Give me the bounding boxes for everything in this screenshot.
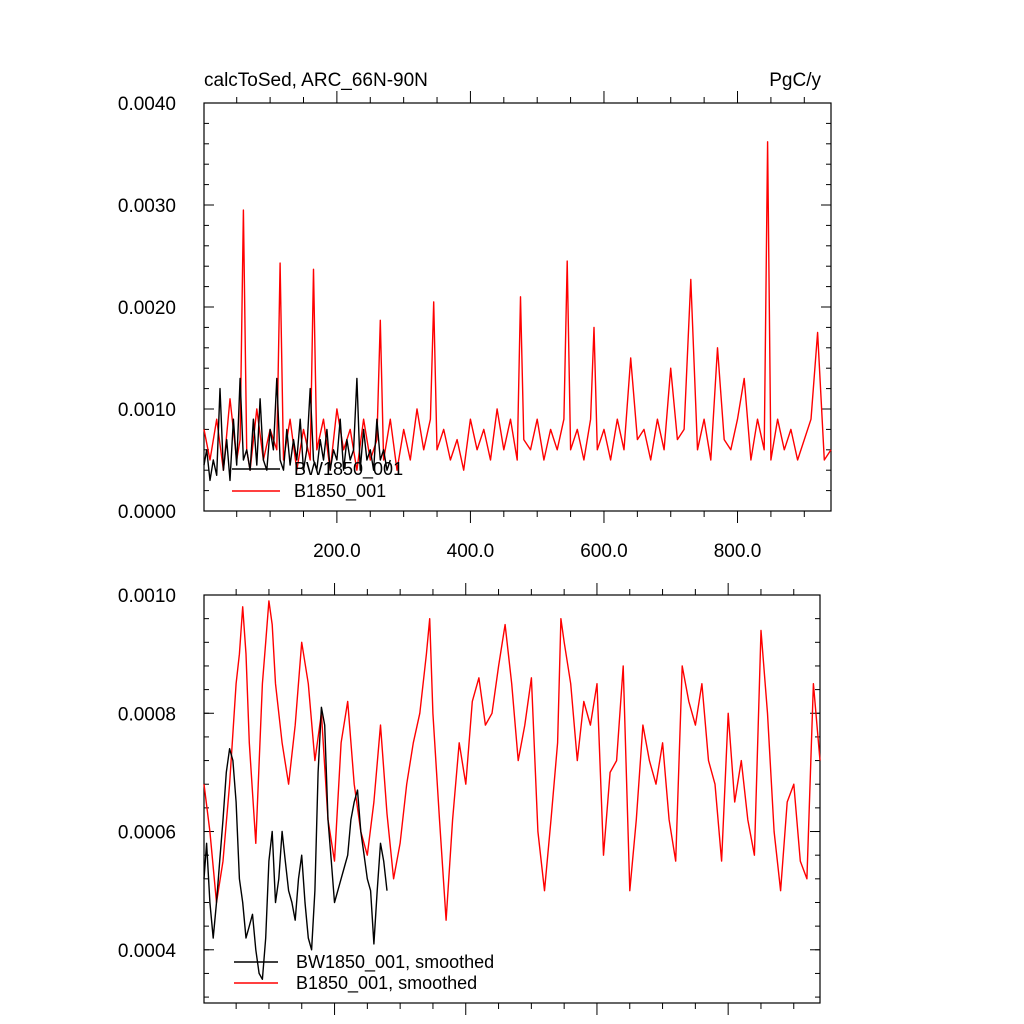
series-line-bw1850-001 [203, 377, 391, 482]
y-tick-label: 0.0010 [118, 586, 176, 607]
y-tick-label: 0.0008 [118, 704, 176, 725]
x-tick-label: 800.0 [714, 541, 762, 562]
legend-label-bw1850-smoothed: BW1850_001, smoothed [296, 952, 494, 973]
top-panel-title: calcToSed, ARC_66N-90N [204, 70, 428, 91]
top-legend: BW1850_001 B1850_001 [232, 459, 403, 502]
legend-label-b1850-smoothed: B1850_001, smoothed [296, 973, 477, 994]
bottom-panel: 0.0004 0.0006 0.0008 0.0010 BW1850_001, smo… [118, 583, 821, 1015]
series-line-b1850-001-smoothed [203, 600, 821, 921]
top-series [203, 141, 832, 482]
top-panel-units: PgC/y [769, 70, 821, 91]
y-tick-label: 0.0004 [118, 941, 177, 962]
top-panel: calcToSed, ARC_66N-90N PgC/y 0.0000 0.001… [118, 70, 832, 562]
bottom-ticks: 0.0004 0.0006 0.0008 0.0010 [118, 583, 820, 1015]
x-tick-label: 200.0 [313, 541, 361, 562]
x-tick-label: 600.0 [580, 541, 628, 562]
y-tick-label: 0.0030 [118, 196, 176, 217]
y-tick-label: 0.0020 [118, 298, 176, 319]
legend-label-bw1850: BW1850_001 [294, 459, 403, 480]
x-tick-label: 400.0 [447, 541, 495, 562]
top-ticks: 0.0000 0.0010 0.0020 0.0030 0.0040 200.0 400.0… [118, 91, 831, 562]
y-tick-label: 0.0000 [118, 502, 176, 523]
y-tick-label: 0.0010 [118, 400, 176, 421]
series-line-b1850-001 [203, 141, 832, 471]
bottom-legend: BW1850_001, smoothed B1850_001, smoothed [234, 952, 494, 994]
bottom-series [203, 600, 821, 980]
y-tick-label: 0.0040 [118, 94, 176, 115]
legend-label-b1850: B1850_001 [294, 481, 386, 502]
y-tick-label: 0.0006 [118, 823, 176, 844]
bottom-plot-frame [203, 594, 821, 1004]
series-line-bw1850-001-smoothed [203, 706, 388, 980]
